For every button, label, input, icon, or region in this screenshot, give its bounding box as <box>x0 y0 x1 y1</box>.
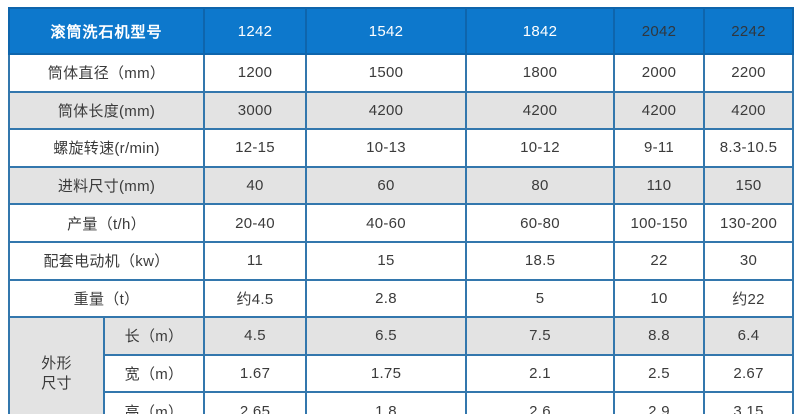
value-cell: 12-15 <box>203 128 308 168</box>
model-header-3: 1842 <box>465 7 616 55</box>
row-label-capacity: 产量（t/h） <box>7 203 206 243</box>
dimension-row-label-length: 长（m） <box>102 316 206 356</box>
value-cell: 1500 <box>305 53 468 93</box>
drum-washer-spec-table: 滚筒洗石机型号 1242 1542 1842 2042 2242 筒体直径（mm… <box>7 7 795 414</box>
value-cell: 15 <box>305 240 468 281</box>
value-cell: 6.5 <box>305 316 468 356</box>
value-cell: 4200 <box>613 90 706 131</box>
dimension-group-label-line2: 尺寸 <box>41 374 72 392</box>
value-cell: 11 <box>203 240 308 281</box>
spec-row-weight: 重量（t） 约4.5 2.8 5 10 约22 <box>7 278 795 319</box>
value-cell: 10-13 <box>305 128 468 168</box>
value-cell: 30 <box>703 240 795 281</box>
value-cell: 4.5 <box>203 316 308 356</box>
value-cell: 8.8 <box>613 316 706 356</box>
value-cell: 22 <box>613 240 706 281</box>
value-cell: 3.15 <box>703 391 795 414</box>
value-cell: 1.8 <box>305 391 468 414</box>
value-cell: 2000 <box>613 53 706 93</box>
row-label-weight: 重量（t） <box>7 278 206 319</box>
spec-row-drum-diameter: 筒体直径（mm） 1200 1500 1800 2000 2200 <box>7 53 795 93</box>
value-cell: 2.5 <box>613 353 706 394</box>
spec-row-motor-power: 配套电动机（kw） 11 15 18.5 22 30 <box>7 240 795 281</box>
value-cell: 40 <box>203 165 308 206</box>
value-cell: 6.4 <box>703 316 795 356</box>
value-cell: 10-12 <box>465 128 616 168</box>
header-row: 滚筒洗石机型号 1242 1542 1842 2042 2242 <box>7 7 795 55</box>
value-cell: 1800 <box>465 53 616 93</box>
model-header-1: 1242 <box>203 7 308 55</box>
row-label-spiral-speed: 螺旋转速(r/min) <box>7 128 206 168</box>
value-cell: 130-200 <box>703 203 795 243</box>
value-cell: 1200 <box>203 53 308 93</box>
spec-row-drum-length: 筒体长度(mm) 3000 4200 4200 4200 4200 <box>7 90 795 131</box>
value-cell: 4200 <box>305 90 468 131</box>
dimension-row-height: 高（m） 2.65 1.8 2.6 2.9 3.15 <box>9 391 795 414</box>
spec-row-feed-size: 进料尺寸(mm) 40 60 80 110 150 <box>7 165 795 206</box>
dimension-group-label: 外形 尺寸 <box>8 316 105 414</box>
value-cell: 80 <box>465 165 616 206</box>
value-cell: 2.8 <box>305 278 468 319</box>
value-cell: 110 <box>613 165 706 206</box>
value-cell: 4200 <box>703 90 795 131</box>
model-header-2: 1542 <box>305 7 468 55</box>
value-cell: 40-60 <box>305 203 468 243</box>
spec-row-spiral-speed: 螺旋转速(r/min) 12-15 10-13 10-12 9-11 8.3-1… <box>7 128 795 168</box>
spec-table-wrapper: 滚筒洗石机型号 1242 1542 1842 2042 2242 筒体直径（mm… <box>7 7 795 414</box>
row-label-motor-power: 配套电动机（kw） <box>7 240 206 281</box>
dimension-row-width: 宽（m） 1.67 1.75 2.1 2.5 2.67 <box>9 353 795 394</box>
value-cell: 150 <box>703 165 795 206</box>
value-cell: 2.1 <box>465 353 616 394</box>
dimension-group-label-line1: 外形 <box>41 355 72 373</box>
row-label-drum-length: 筒体长度(mm) <box>7 90 206 131</box>
value-cell: 2.65 <box>203 391 308 414</box>
spec-row-capacity: 产量（t/h） 20-40 40-60 60-80 100-150 130-20… <box>7 203 795 243</box>
value-cell: 100-150 <box>613 203 706 243</box>
value-cell: 1.75 <box>305 353 468 394</box>
dimension-row-length: 外形 尺寸 长（m） 4.5 6.5 7.5 8.8 6.4 <box>8 316 795 414</box>
value-cell: 3000 <box>203 90 308 131</box>
value-cell: 60 <box>305 165 468 206</box>
value-cell: 18.5 <box>465 240 616 281</box>
value-cell: 1.67 <box>203 353 308 394</box>
value-cell: 20-40 <box>203 203 308 243</box>
dimension-row-label-height: 高（m） <box>102 391 206 414</box>
value-cell: 2200 <box>703 53 795 93</box>
value-cell: 2.6 <box>465 391 616 414</box>
model-header-4: 2042 <box>613 7 706 55</box>
value-cell: 4200 <box>465 90 616 131</box>
model-header-5: 2242 <box>703 7 795 55</box>
value-cell: 8.3-10.5 <box>703 128 795 168</box>
table-title-cell: 滚筒洗石机型号 <box>7 7 206 55</box>
value-cell: 10 <box>613 278 706 319</box>
value-cell: 5 <box>465 278 616 319</box>
row-label-drum-diameter: 筒体直径（mm） <box>7 53 206 93</box>
value-cell: 约22 <box>703 278 795 319</box>
value-cell: 约4.5 <box>203 278 308 319</box>
dimension-row-label-width: 宽（m） <box>102 353 206 394</box>
row-label-feed-size: 进料尺寸(mm) <box>7 165 206 206</box>
value-cell: 2.9 <box>613 391 706 414</box>
value-cell: 7.5 <box>465 316 616 356</box>
value-cell: 60-80 <box>465 203 616 243</box>
value-cell: 9-11 <box>613 128 706 168</box>
value-cell: 2.67 <box>703 353 795 394</box>
